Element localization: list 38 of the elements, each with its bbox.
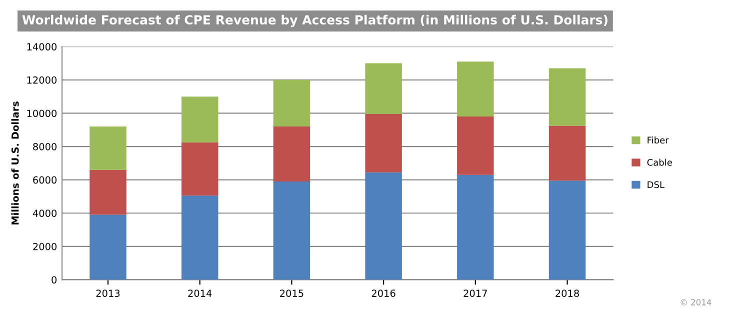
chart-title: Worldwide Forecast of CPE Revenue by Access Platform (in Millions of U.S. Dollars)	[22, 14, 608, 28]
y-tick-label: 4000	[32, 210, 57, 217]
y-axis-title: Millions of U.S. Dollars	[11, 101, 19, 224]
y-tick-label: 0	[52, 276, 57, 284]
y-tick-label: 6000	[33, 176, 57, 184]
x-tick-label: 2013	[96, 290, 120, 297]
bar	[273, 181, 310, 280]
x-tick-label: 2014	[188, 290, 212, 297]
y-tick-label: 2000	[33, 242, 57, 250]
y-tick-label: 8000	[33, 143, 57, 150]
x-tick-label: 2016	[372, 290, 396, 297]
bar	[457, 174, 494, 280]
x-tick-label: 2017	[464, 290, 487, 297]
x-tick-label: 2015	[280, 290, 304, 297]
bar	[90, 170, 126, 215]
bar	[548, 68, 586, 126]
legend-label: Fiber	[648, 136, 669, 144]
legend-label: DSL	[648, 181, 664, 188]
bar	[181, 196, 218, 280]
legend-label: Cable	[647, 158, 672, 166]
bar	[457, 62, 494, 117]
bar	[365, 63, 402, 114]
bar	[548, 126, 586, 181]
bar	[90, 214, 126, 280]
bar	[457, 116, 494, 175]
y-tick-label: 10000	[27, 110, 57, 118]
y-tick-label: 12000	[27, 76, 57, 84]
y-tick-label: 14000	[27, 43, 57, 50]
bar	[90, 126, 126, 170]
bar	[365, 172, 402, 280]
bar	[273, 80, 310, 127]
bar	[548, 180, 586, 280]
x-tick-label: 2018	[556, 290, 579, 297]
bar	[273, 126, 310, 182]
text: © 2014	[680, 299, 712, 306]
bar	[181, 96, 218, 142]
bar	[181, 142, 218, 196]
bar	[365, 114, 402, 172]
